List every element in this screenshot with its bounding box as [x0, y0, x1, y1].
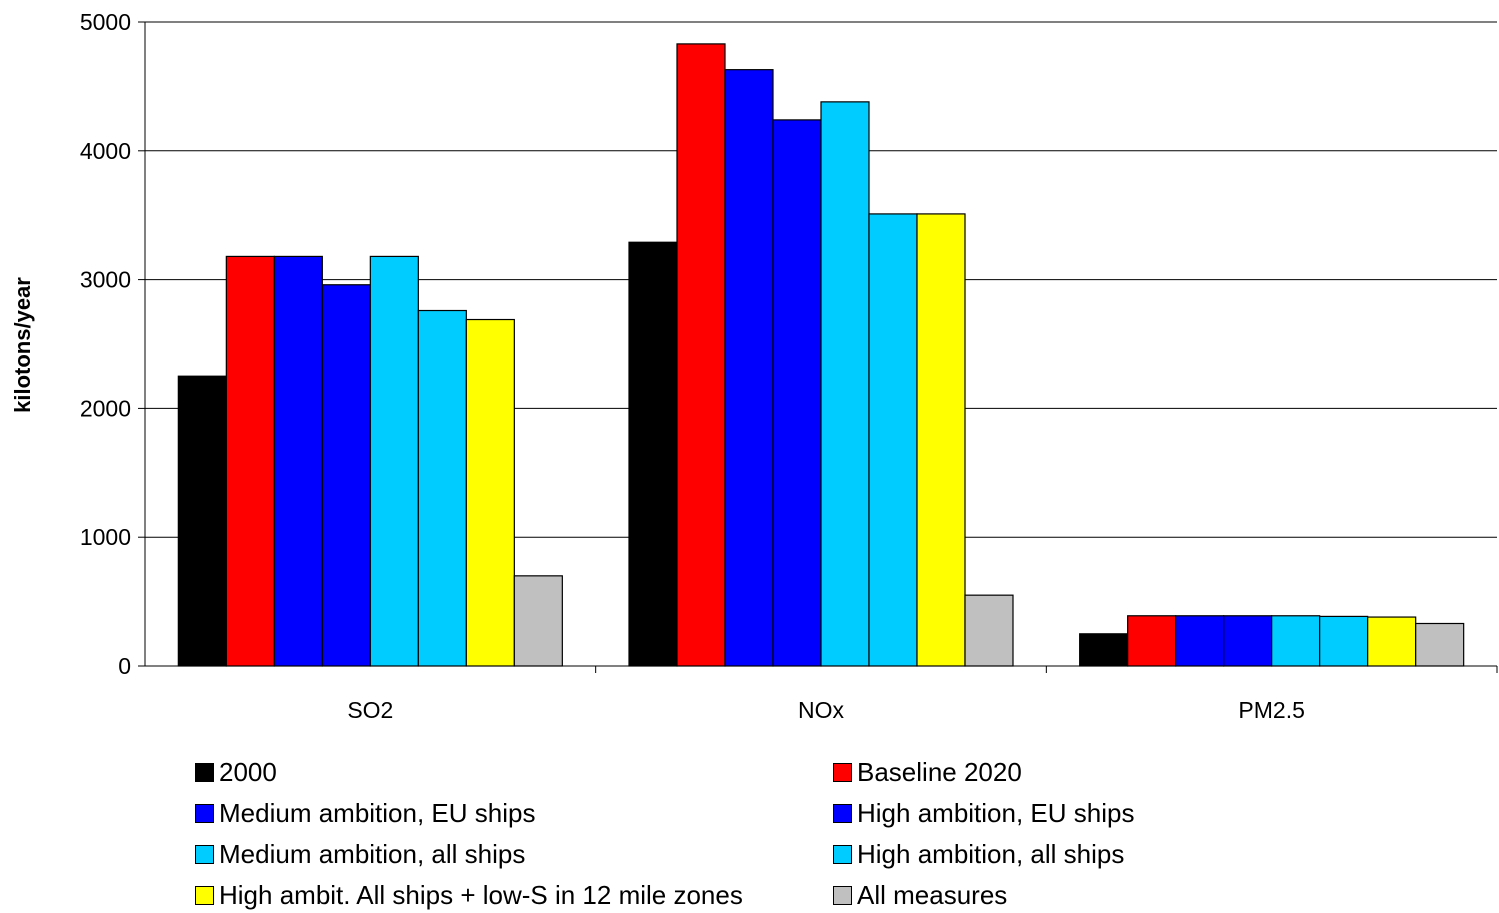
legend-item: Baseline 2020 [833, 755, 1433, 790]
legend-swatch [833, 763, 852, 782]
legend-label: High ambition, EU ships [857, 798, 1135, 828]
bar [225, 255, 275, 667]
legend-label: All measures [857, 880, 1008, 910]
legend-item: High ambit. All ships + low-S in 12 mile… [195, 878, 833, 913]
bar [1367, 616, 1417, 667]
legend-label: Medium ambition, EU ships [219, 798, 536, 828]
axes: 0 1000 2000 3000 4000 5000 SO2 NOx PM2.5 [80, 9, 1498, 723]
y-axis-label: kilotons/year [10, 277, 35, 413]
y-tick-label: 5000 [80, 9, 131, 35]
legend-swatch [195, 845, 214, 864]
legend-item: High ambition, EU ships [833, 796, 1433, 831]
bar [724, 69, 774, 667]
legend-swatch [195, 804, 214, 823]
y-tick-label: 0 [118, 653, 131, 679]
legend-swatch [195, 763, 214, 782]
bar [1127, 615, 1177, 667]
legend-swatch [833, 845, 852, 864]
bar [964, 594, 1014, 667]
bar [321, 284, 371, 667]
bar [676, 43, 726, 667]
bar [1271, 615, 1321, 667]
y-tick-label: 2000 [80, 395, 131, 421]
legend-item: Medium ambition, EU ships [195, 796, 833, 831]
legend-swatch [833, 886, 852, 905]
legend-swatch [195, 886, 214, 905]
emissions-bar-chart: 0 1000 2000 3000 4000 5000 SO2 NOx PM2.5 kiloton… [10, 9, 1498, 723]
legend-label: Baseline 2020 [857, 757, 1022, 787]
legend-item: All measures [833, 878, 1433, 913]
x-tick-label: PM2.5 [1238, 697, 1304, 723]
bar [1079, 633, 1129, 667]
bar [1223, 615, 1273, 667]
y-tick-label: 3000 [80, 267, 131, 293]
legend: 2000 Baseline 2020 Medium ambition, EU shi… [195, 755, 1455, 913]
bar [820, 101, 870, 667]
bars [177, 43, 1465, 667]
legend-item: Medium ambition, all ships [195, 837, 833, 872]
legend-swatch [833, 804, 852, 823]
bar [1175, 615, 1225, 667]
bar [628, 241, 678, 667]
bar [513, 575, 563, 667]
bar [273, 255, 323, 667]
bar [417, 309, 467, 667]
legend-item: High ambition, all ships [833, 837, 1433, 872]
legend-label: Medium ambition, all ships [219, 839, 526, 869]
bar [177, 375, 227, 667]
bar [868, 213, 918, 667]
y-tick-label: 1000 [80, 524, 131, 550]
x-tick-label: SO2 [347, 697, 393, 723]
legend-label: 2000 [219, 757, 277, 787]
bar [1319, 615, 1369, 667]
legend-label: High ambition, all ships [857, 839, 1125, 869]
bar [369, 255, 419, 667]
legend-label: High ambit. All ships + low-S in 12 mile… [219, 880, 743, 910]
bar [772, 119, 822, 667]
bar [465, 318, 515, 667]
x-tick-label: NOx [798, 697, 845, 723]
bar [1415, 622, 1465, 667]
legend-item: 2000 [195, 755, 833, 790]
bar [916, 213, 966, 667]
y-tick-label: 4000 [80, 138, 131, 164]
